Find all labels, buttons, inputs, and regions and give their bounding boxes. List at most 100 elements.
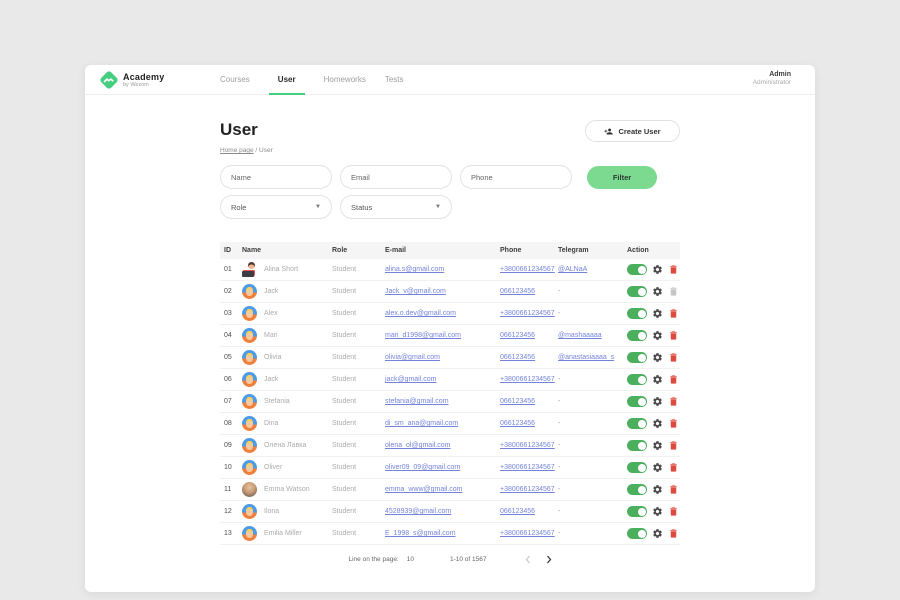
status-toggle[interactable] — [627, 440, 647, 451]
delete-button[interactable] — [668, 352, 679, 363]
row-actions — [627, 352, 680, 363]
settings-button[interactable] — [652, 374, 663, 385]
email-link[interactable]: olena_ol@gmail.com — [385, 442, 451, 449]
phone-link[interactable]: 066123456 — [500, 354, 536, 361]
admin-info[interactable]: Admin Administrator — [753, 71, 791, 86]
phone-link[interactable]: 066123456 — [500, 398, 536, 405]
settings-button[interactable] — [652, 352, 663, 363]
status-toggle[interactable] — [627, 506, 647, 517]
filters: Filter Role ▼ Status ▼ — [220, 165, 680, 219]
phone-link[interactable]: +3800661234567 — [500, 442, 555, 449]
delete-button[interactable] — [668, 440, 679, 451]
status-toggle[interactable] — [627, 374, 647, 385]
status-select[interactable]: Status ▼ — [340, 195, 452, 219]
email-filter-input[interactable] — [340, 165, 452, 189]
settings-button[interactable] — [652, 264, 663, 275]
status-toggle[interactable] — [627, 462, 647, 473]
phone-link[interactable]: +3800661234567 — [500, 376, 555, 383]
status-toggle[interactable] — [627, 286, 647, 297]
telegram-link[interactable]: @mashaaaaa — [558, 332, 602, 339]
email-link[interactable]: di_sm_ana@gmail.com — [385, 420, 459, 427]
phone-link[interactable]: 066123456 — [500, 332, 536, 339]
table-row: 11 Emma Watson Student emma_www@gmail.co… — [220, 479, 680, 501]
status-toggle[interactable] — [627, 528, 647, 539]
nav-courses[interactable]: Courses — [220, 75, 250, 84]
delete-button[interactable] — [668, 462, 679, 473]
phone-link[interactable]: +3800661234567 — [500, 530, 555, 537]
delete-button[interactable] — [668, 418, 679, 429]
email-link[interactable]: alina.s@gmail.com — [385, 266, 445, 273]
row-actions — [627, 484, 680, 495]
trash-icon — [670, 419, 677, 428]
phone-filter-input[interactable] — [460, 165, 572, 189]
content: User Create User Home page / User Filter — [85, 95, 815, 564]
settings-button[interactable] — [652, 506, 663, 517]
nav-homeworks[interactable]: Homeworks — [323, 75, 366, 84]
email-link[interactable]: jack@gmail.com — [385, 376, 437, 383]
row-id: 01 — [224, 266, 232, 273]
phone-link[interactable]: 066123456 — [500, 288, 536, 295]
status-toggle[interactable] — [627, 396, 647, 407]
trash-icon — [670, 485, 677, 494]
delete-button[interactable] — [668, 506, 679, 517]
next-page-button[interactable] — [546, 555, 552, 564]
settings-button[interactable] — [652, 330, 663, 341]
delete-button[interactable] — [668, 396, 679, 407]
status-toggle[interactable] — [627, 418, 647, 429]
phone-link[interactable]: +3800661234567 — [500, 266, 555, 273]
phone-link[interactable]: +3800661234567 — [500, 486, 555, 493]
delete-button[interactable] — [668, 330, 679, 341]
settings-button[interactable] — [652, 528, 663, 539]
email-link[interactable]: 4528939@gmail.com — [385, 508, 452, 515]
settings-button[interactable] — [652, 396, 663, 407]
status-toggle[interactable] — [627, 352, 647, 363]
gear-icon — [653, 331, 662, 340]
breadcrumb-home-link[interactable]: Home page — [220, 147, 254, 154]
gear-icon — [653, 529, 662, 538]
create-user-button[interactable]: Create User — [585, 120, 680, 142]
email-link[interactable]: emma_www@gmail.com — [385, 486, 463, 493]
telegram-link[interactable]: @ALNaA — [558, 266, 588, 273]
delete-button[interactable] — [668, 308, 679, 319]
role-select[interactable]: Role ▼ — [220, 195, 332, 219]
table-row: 08 Dina Student di_sm_ana@gmail.com 0661… — [220, 413, 680, 435]
nav-tests[interactable]: Tests — [384, 75, 404, 84]
delete-button[interactable] — [668, 484, 679, 495]
settings-button[interactable] — [652, 462, 663, 473]
name-filter-input[interactable] — [220, 165, 332, 189]
email-link[interactable]: Jack_v@gmail.com — [385, 288, 446, 295]
settings-button[interactable] — [652, 440, 663, 451]
settings-button[interactable] — [652, 484, 663, 495]
settings-button[interactable] — [652, 418, 663, 429]
status-toggle[interactable] — [627, 308, 647, 319]
filter-button[interactable]: Filter — [587, 165, 657, 189]
delete-button[interactable] — [668, 528, 679, 539]
status-toggle[interactable] — [627, 330, 647, 341]
status-toggle[interactable] — [627, 484, 647, 495]
delete-button[interactable] — [668, 374, 679, 385]
email-link[interactable]: stefania@gmail.com — [385, 398, 449, 405]
settings-button[interactable] — [652, 308, 663, 319]
nav-user[interactable]: User — [268, 65, 305, 95]
email-link[interactable]: oliver09_09@gmail.com — [385, 464, 461, 471]
delete-button[interactable] — [668, 264, 679, 275]
trash-icon — [670, 507, 677, 516]
telegram-empty: - — [558, 310, 561, 317]
email-link[interactable]: alex.o.dev@gmail.com — [385, 310, 456, 317]
prev-page-button[interactable] — [525, 555, 531, 564]
user-name: Stefania — [264, 398, 290, 405]
phone-link[interactable]: 066123456 — [500, 508, 536, 515]
phone-link[interactable]: +3800661234567 — [500, 464, 555, 471]
status-toggle[interactable] — [627, 264, 647, 275]
phone-link[interactable]: 066123456 — [500, 420, 536, 427]
phone-link[interactable]: +3800661234567 — [500, 310, 555, 317]
email-link[interactable]: olivia@gmail.com — [385, 354, 440, 361]
email-link[interactable]: mari_d1998@gmail.com — [385, 332, 461, 339]
email-link[interactable]: E_1998_s@gmail.com — [385, 530, 456, 537]
settings-button[interactable] — [652, 286, 663, 297]
telegram-link[interactable]: @anastasiaaaa_s — [558, 354, 615, 361]
lines-per-page-value[interactable]: 10 — [406, 556, 414, 563]
row-actions — [627, 286, 680, 297]
row-id: 12 — [224, 508, 232, 515]
chevron-down-icon: ▼ — [315, 204, 321, 210]
